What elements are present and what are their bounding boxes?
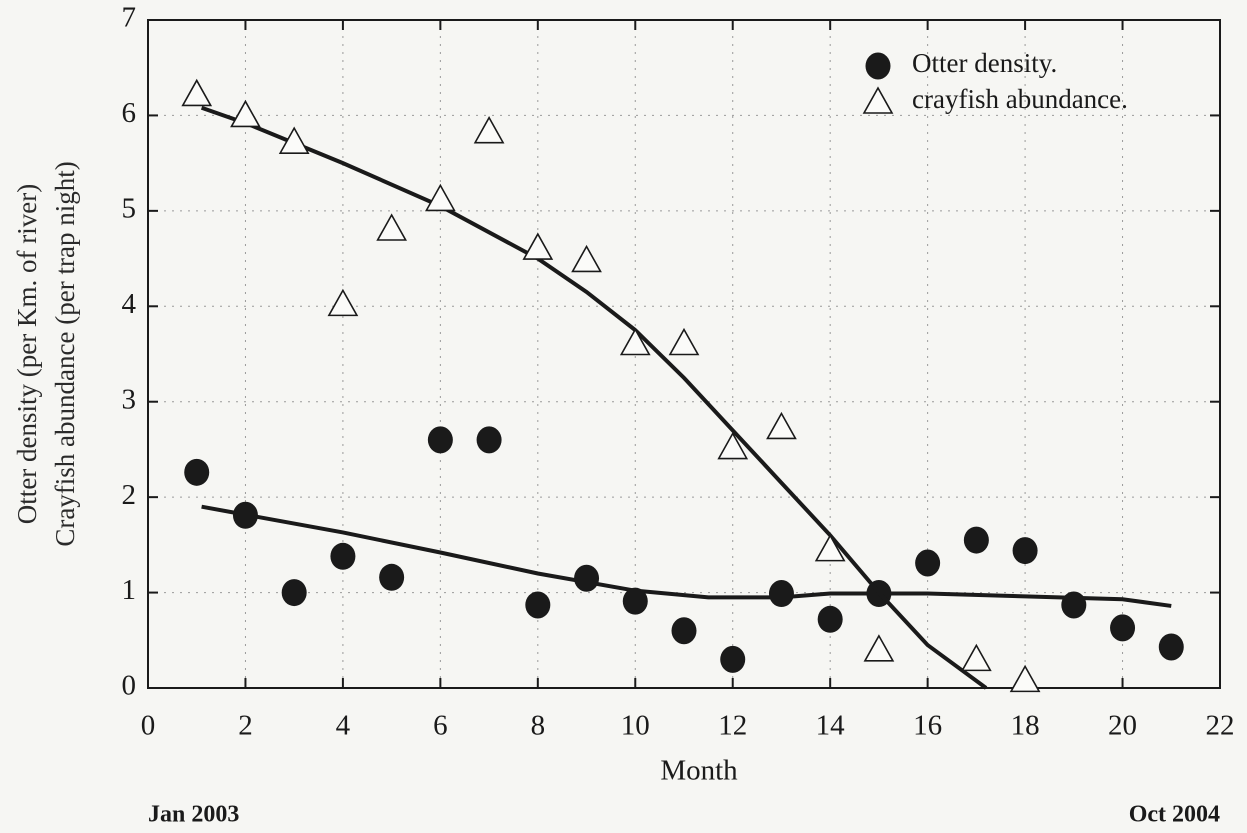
x-tick-label: 18	[1011, 710, 1040, 742]
triangle-marker	[1009, 664, 1041, 693]
circle-marker	[915, 549, 941, 577]
y-tick-label: 1	[122, 574, 137, 606]
triangle-marker	[230, 99, 261, 128]
circle-marker	[184, 458, 210, 486]
circle-marker	[232, 501, 258, 529]
circle-marker	[574, 564, 600, 592]
triangle-marker	[766, 411, 797, 440]
x-axis-title: Month	[660, 755, 738, 787]
x-note: Oct 2004	[1129, 802, 1220, 828]
x-tick-label: 22	[1206, 710, 1235, 742]
circle-marker	[427, 426, 453, 454]
legend-label: Otter density.	[912, 48, 1057, 78]
triangle-marker	[473, 116, 505, 144]
x-tick-label: 14	[816, 710, 846, 742]
x-tick-label: 12	[718, 710, 747, 742]
circle-marker	[720, 645, 746, 673]
circle-marker	[379, 563, 405, 591]
x-tick-label: 10	[621, 710, 650, 742]
triangle-marker	[376, 213, 408, 241]
y-tick-label: 4	[122, 288, 137, 320]
y-tick-label: 2	[122, 479, 137, 511]
y-tick-label: 6	[122, 97, 137, 129]
trend-line	[200, 105, 988, 690]
circle-marker	[1012, 537, 1038, 565]
circle-marker	[768, 580, 794, 608]
legend-label: crayfish abundance.	[912, 84, 1128, 114]
y-tick-label: 0	[122, 670, 137, 702]
y-tick-label: 3	[122, 383, 137, 415]
plot-frame	[147, 19, 1221, 689]
triangle-marker	[668, 327, 700, 356]
triangle-marker	[571, 244, 602, 273]
trend-line	[201, 504, 1172, 608]
circle-marker	[525, 591, 551, 619]
legend-marker	[865, 52, 891, 80]
x-tick-label: 0	[141, 710, 156, 742]
y-axis-title: Otter density (per Km. of river)	[12, 184, 42, 524]
circle-marker	[671, 617, 697, 645]
triangle-marker	[424, 183, 456, 212]
circle-marker	[1061, 591, 1087, 619]
circle-marker	[1158, 633, 1184, 661]
y-tick-label: 5	[122, 193, 137, 225]
circle-marker	[330, 542, 356, 570]
triangle-marker	[522, 232, 554, 260]
x-tick-label: 6	[433, 710, 448, 742]
y-axis-title: Crayfish abundance (per trap night)	[50, 161, 80, 546]
triangle-marker	[327, 288, 359, 317]
legend-marker	[862, 86, 894, 114]
x-tick-label: 8	[531, 710, 546, 742]
circle-marker	[476, 426, 502, 454]
triangle-marker	[278, 126, 310, 154]
circle-marker	[622, 587, 648, 615]
circle-marker	[963, 526, 989, 554]
x-tick-label: 16	[913, 710, 942, 742]
triangle-marker	[181, 78, 213, 107]
triangle-marker	[717, 431, 749, 460]
y-tick-label: 7	[122, 2, 137, 34]
triangle-marker	[960, 643, 992, 672]
triangle-marker	[814, 533, 846, 562]
x-note: Jan 2003	[148, 802, 239, 828]
circle-marker	[1110, 614, 1136, 642]
triangle-marker	[619, 327, 651, 356]
x-tick-label: 2	[238, 710, 253, 742]
circle-marker	[281, 579, 307, 607]
x-tick-label: 20	[1108, 710, 1137, 742]
x-tick-label: 4	[336, 710, 351, 742]
circle-marker	[817, 605, 843, 633]
triangle-marker	[863, 634, 895, 662]
